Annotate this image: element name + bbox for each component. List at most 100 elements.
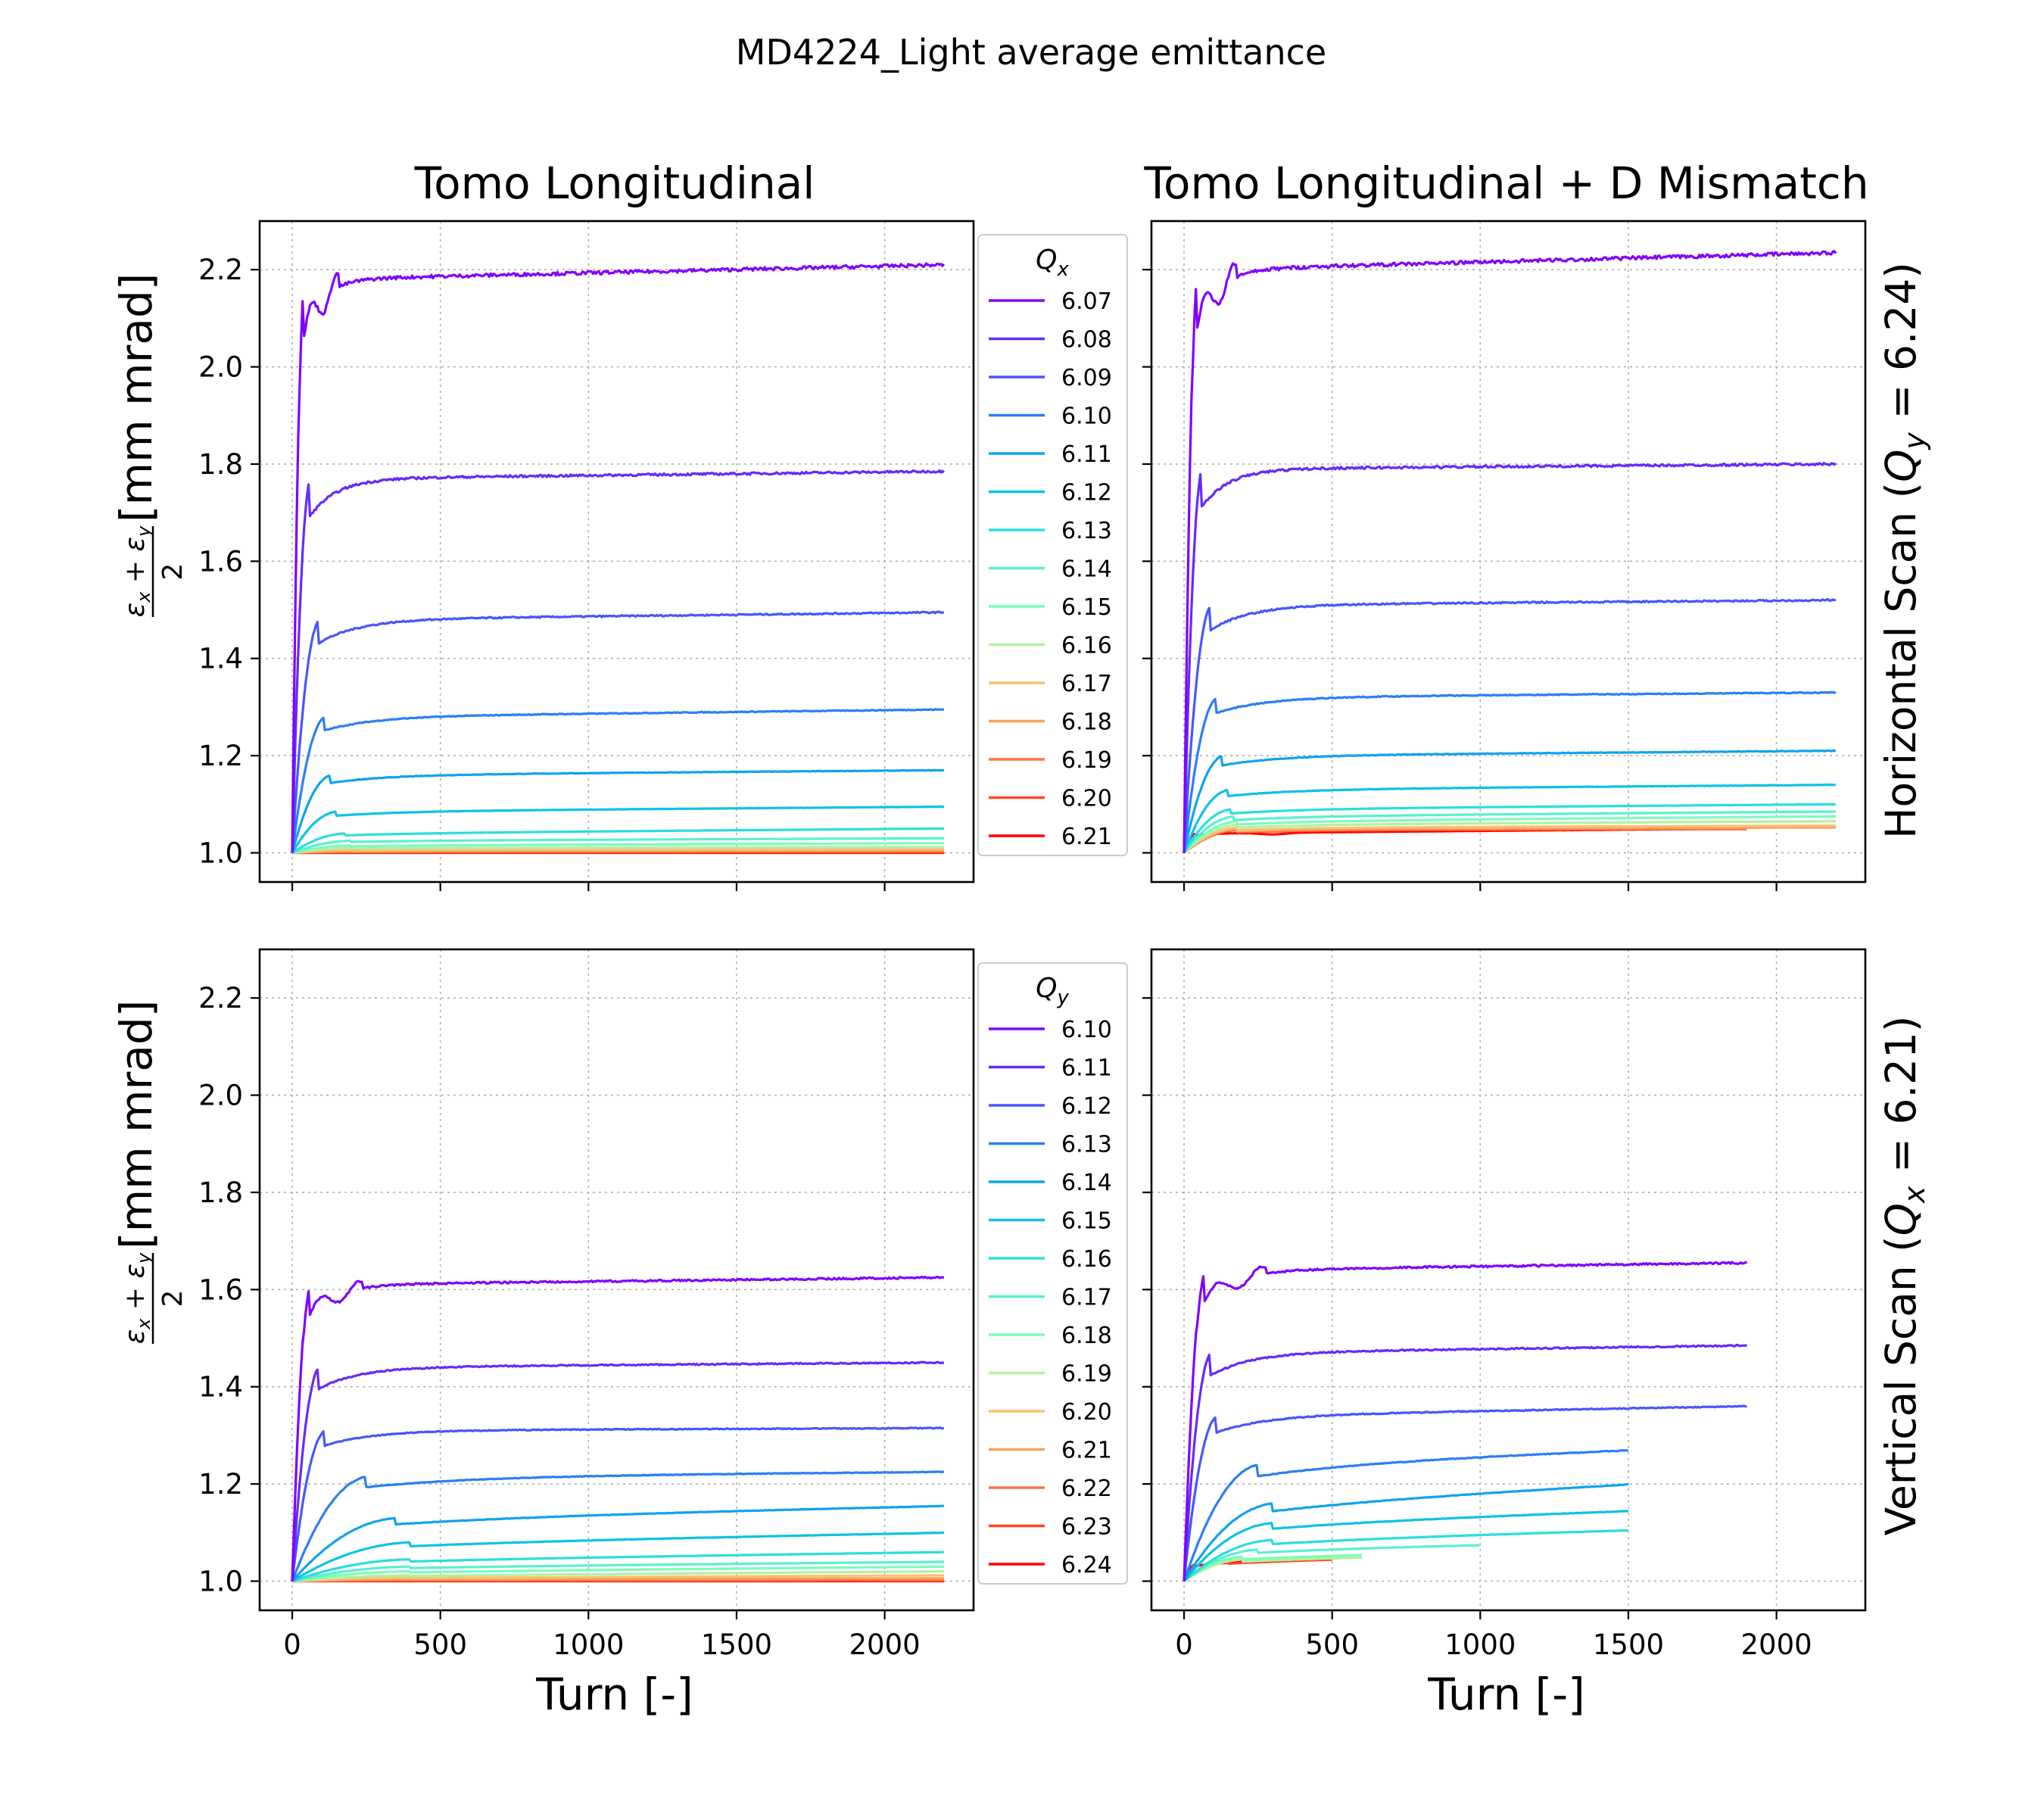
x-tick-label: 1500	[701, 1628, 772, 1661]
series-line-6.10	[291, 1275, 945, 1582]
legend-entry: 6.18	[1061, 709, 1112, 736]
legend-entry: 6.19	[1061, 747, 1112, 774]
x-axis-label-left: Turn [-]	[535, 1669, 693, 1720]
legend-entry: 6.17	[1061, 1285, 1112, 1311]
series-line-6.11	[1182, 749, 1837, 853]
legend-entry: 6.24	[1061, 1552, 1112, 1579]
series-line-6.11	[291, 768, 945, 853]
svg-text:2: 2	[157, 1290, 189, 1307]
axes-frame	[258, 220, 975, 884]
x-tick-label: 1500	[1593, 1628, 1664, 1661]
axes-frame	[258, 948, 975, 1612]
legend-frame	[977, 962, 1128, 1585]
series-line-6.20	[291, 1574, 944, 1583]
panel-4: 0 500 1000 1500 2000	[1142, 948, 1867, 1661]
legend-2: Qy6.106.116.126.136.146.156.166.176.186.…	[977, 962, 1128, 1585]
y-tick-label: 1.2	[198, 740, 243, 772]
legend-entry: 6.13	[1061, 1132, 1112, 1158]
series-line-6.09	[1182, 598, 1837, 853]
svg-text:2: 2	[157, 563, 189, 581]
legend-entry: 6.07	[1061, 288, 1112, 315]
y-tick-label: 1.0	[198, 837, 243, 869]
y-tick-label: 2.2	[198, 982, 243, 1014]
series-line-6.14	[291, 1504, 944, 1582]
series-line-6.13	[1182, 803, 1836, 854]
series-line-6.09	[291, 610, 945, 853]
legend-entry: 6.16	[1061, 633, 1112, 659]
column-title-right: Tomo Longitudinal + D Mismatch	[1143, 157, 1868, 209]
series-line-6.08	[1182, 461, 1837, 853]
legend-entry: 6.14	[1061, 1170, 1112, 1196]
series-line-6.15	[1182, 1510, 1629, 1582]
series-line-6.16	[291, 1551, 944, 1583]
panel-3: 0 500 1000 1500 2000 1.0 1.2 1.4 1.6 1.8 2.0 2.2	[198, 948, 975, 1661]
figure-title: MD4224_Light average emittance	[736, 32, 1326, 73]
legend-entry: 6.16	[1061, 1246, 1112, 1273]
series-line-6.07	[291, 262, 946, 853]
x-tick-label: 500	[413, 1628, 467, 1661]
svg-text:[mm mrad]: [mm mrad]	[111, 1000, 162, 1249]
legend-entry: 6.18	[1061, 1323, 1112, 1349]
legend-entry: 6.20	[1061, 786, 1112, 812]
axes-frame	[1150, 220, 1867, 884]
series-line-6.12	[1182, 783, 1836, 854]
legend-entry: 6.17	[1061, 671, 1112, 697]
series-line-6.15	[291, 842, 944, 855]
series-line-6.16	[1182, 820, 1836, 854]
legend-entry: 6.10	[1061, 404, 1112, 430]
series-line-6.16	[1182, 1529, 1629, 1582]
legend-entry: 6.15	[1061, 594, 1112, 621]
series-line-6.08	[291, 469, 946, 853]
legend-entry: 6.09	[1061, 365, 1112, 391]
y-tick-label: 1.0	[198, 1565, 243, 1597]
legend-entry: 6.11	[1061, 1055, 1112, 1082]
y-tick-label: 2.2	[198, 254, 243, 286]
panel-1: 1.0 1.2 1.4 1.6 1.8 2.0 2.2	[198, 220, 975, 891]
legend-entry: 6.21	[1061, 1438, 1112, 1464]
series-line-6.19	[1183, 1556, 1362, 1582]
series-line-6.15	[291, 1531, 944, 1582]
series-line-6.15	[1182, 815, 1836, 854]
x-tick-label: 0	[1175, 1628, 1193, 1661]
legend-title: Qx	[1036, 245, 1069, 281]
series-line-6.13	[1182, 1448, 1629, 1582]
series-line-6.17	[291, 847, 944, 855]
series-line-6.14	[1182, 810, 1836, 854]
x-tick-label: 1000	[1444, 1628, 1516, 1661]
y-tick-label: 1.6	[198, 545, 243, 578]
series-line-6.10	[291, 708, 944, 853]
legend-frame	[977, 234, 1128, 856]
y-tick-label: 1.8	[198, 448, 243, 481]
svg-text:[mm mrad]: [mm mrad]	[111, 273, 162, 522]
legend-entry: 6.10	[1061, 1017, 1112, 1043]
y-tick-label: 1.4	[198, 643, 243, 675]
legend-entry: 6.22	[1061, 1476, 1112, 1502]
legend-entry: 6.12	[1061, 1093, 1112, 1120]
x-tick-label: 0	[283, 1628, 301, 1661]
x-axis-label-right: Turn [-]	[1427, 1669, 1585, 1720]
legend-entry: 6.11	[1061, 441, 1112, 468]
legend-entry: 6.12	[1061, 480, 1112, 506]
panel-2	[1142, 220, 1867, 891]
series-line-6.18	[291, 1565, 944, 1583]
row-label-horizontal: Horizontal Scan (Qy = 6.24)	[1877, 262, 1931, 839]
series-line-6.07	[1182, 250, 1837, 853]
series-line-6.14	[1182, 1483, 1629, 1582]
y-tick-label: 2.0	[198, 1080, 243, 1112]
legend-entry: 6.13	[1061, 518, 1112, 544]
y-axis-label-top: [mm mrad] εx + εy 2	[111, 273, 189, 618]
legend-entry: 6.19	[1061, 1361, 1112, 1388]
y-tick-label: 1.6	[198, 1273, 243, 1306]
series-line-6.11	[1182, 1343, 1747, 1582]
row-label-vertical: Vertical Scan (Qx = 6.21)	[1877, 1016, 1931, 1536]
legend-entry: 6.20	[1061, 1399, 1112, 1426]
x-tick-label: 1000	[553, 1628, 624, 1661]
series-line-6.21	[291, 1577, 944, 1583]
y-axis-label-bottom: [mm mrad] εx + εy 2	[111, 1000, 189, 1345]
series-line-6.16	[291, 846, 944, 855]
legend-entry: 6.23	[1061, 1514, 1112, 1541]
series-line-6.13	[291, 827, 944, 854]
legend-entry: 6.15	[1061, 1208, 1112, 1235]
series-line-6.12	[291, 1426, 945, 1582]
